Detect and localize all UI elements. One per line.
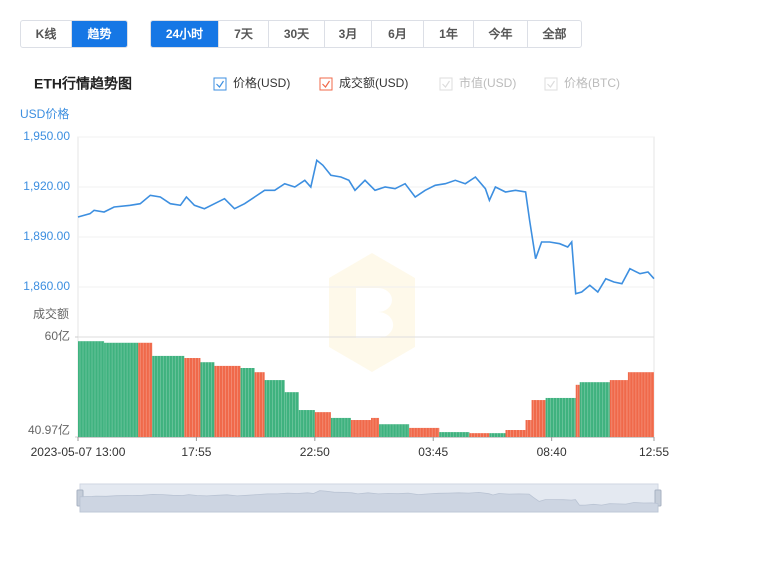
volume-bar: [350, 420, 372, 437]
legend-checkbox[interactable]: [213, 77, 227, 91]
volume-bar: [489, 433, 506, 437]
legend-label[interactable]: 价格(BTC): [564, 75, 620, 90]
volume-bar: [505, 430, 526, 437]
y-tick-label: 1,950.00: [23, 129, 70, 143]
volume-bar: [298, 410, 315, 437]
tab-button[interactable]: 全部: [527, 21, 581, 47]
volume-bar: [264, 380, 285, 437]
tab-button[interactable]: 30天: [268, 21, 324, 47]
chart-title: ETH行情趋势图: [34, 76, 132, 92]
tab-button[interactable]: 24小时: [151, 21, 218, 47]
x-tick-label: 08:40: [537, 445, 567, 459]
tab-button[interactable]: K线: [35, 27, 57, 41]
check-mark: [442, 80, 450, 88]
tab-button[interactable]: 趋势: [71, 21, 127, 47]
check-mark: [322, 80, 330, 88]
y-axis-title: USD价格: [20, 106, 69, 121]
y2-tick-label: 40.97亿: [28, 422, 70, 437]
x-tick-label: 2023-05-07 13:00: [31, 445, 126, 459]
legend-checkbox[interactable]: [439, 77, 453, 91]
check-mark: [216, 80, 224, 88]
volume-bar: [200, 362, 215, 437]
volume-bar: [609, 380, 628, 437]
volume-bar: [214, 365, 241, 437]
volume-bar: [371, 417, 380, 437]
tab-button[interactable]: 6月: [371, 21, 423, 47]
x-tick-label: 03:45: [418, 445, 448, 459]
watermark: [329, 253, 415, 372]
tab-button[interactable]: 7天: [218, 21, 268, 47]
volume-bar: [575, 384, 580, 437]
y2-axis-title: 成交额: [33, 306, 69, 321]
volume-bar: [379, 424, 410, 437]
volume-bar: [138, 342, 153, 437]
volume-bar: [284, 392, 299, 437]
volume-bar: [525, 420, 532, 437]
x-tick-label: 17:55: [181, 445, 211, 459]
volume-bar: [314, 412, 331, 437]
tab-button[interactable]: 1年: [423, 21, 473, 47]
legend-label[interactable]: 价格(USD): [233, 75, 290, 90]
volume-bar: [439, 432, 470, 437]
check-mark: [547, 80, 555, 88]
volume-bar: [184, 358, 201, 437]
y-tick-label: 1,890.00: [23, 229, 70, 243]
x-tick-label: 22:50: [300, 445, 330, 459]
volume-bar: [469, 433, 490, 437]
legend-label[interactable]: 成交额(USD): [339, 75, 408, 90]
tab-button[interactable]: 3月: [324, 21, 371, 47]
volume-bar: [152, 355, 185, 437]
volume-bar: [545, 397, 576, 437]
volume-bar: [627, 372, 654, 437]
volume-bar: [579, 382, 610, 437]
legend-checkbox[interactable]: [544, 77, 558, 91]
controls: K线 趋势 24小时 7天 30天 3月 6月 1年 今年 全部: [20, 20, 582, 48]
button-group: K线 趋势: [20, 20, 128, 48]
y-tick-label: 1,920.00: [23, 179, 70, 193]
y-tick-label: 1,860.00: [23, 279, 70, 293]
volume-bar: [409, 427, 440, 437]
slider-preview: [79, 490, 659, 513]
legend-checkbox[interactable]: [319, 77, 333, 91]
legend-label[interactable]: 市值(USD): [459, 75, 516, 90]
x-tick-label: 12:55: [639, 445, 669, 459]
volume-bar: [78, 341, 105, 437]
volume-bar: [240, 368, 255, 437]
volume-bar: [330, 417, 351, 437]
volume-bar: [531, 400, 546, 437]
y2-tick-label: 60亿: [45, 328, 70, 343]
tab-button[interactable]: 今年: [473, 21, 527, 47]
button-group: 24小时 7天 30天 3月 6月 1年 今年 全部: [150, 20, 582, 48]
price-line: [77, 158, 655, 295]
volume-bar: [254, 372, 265, 437]
volume-bar: [104, 342, 139, 437]
